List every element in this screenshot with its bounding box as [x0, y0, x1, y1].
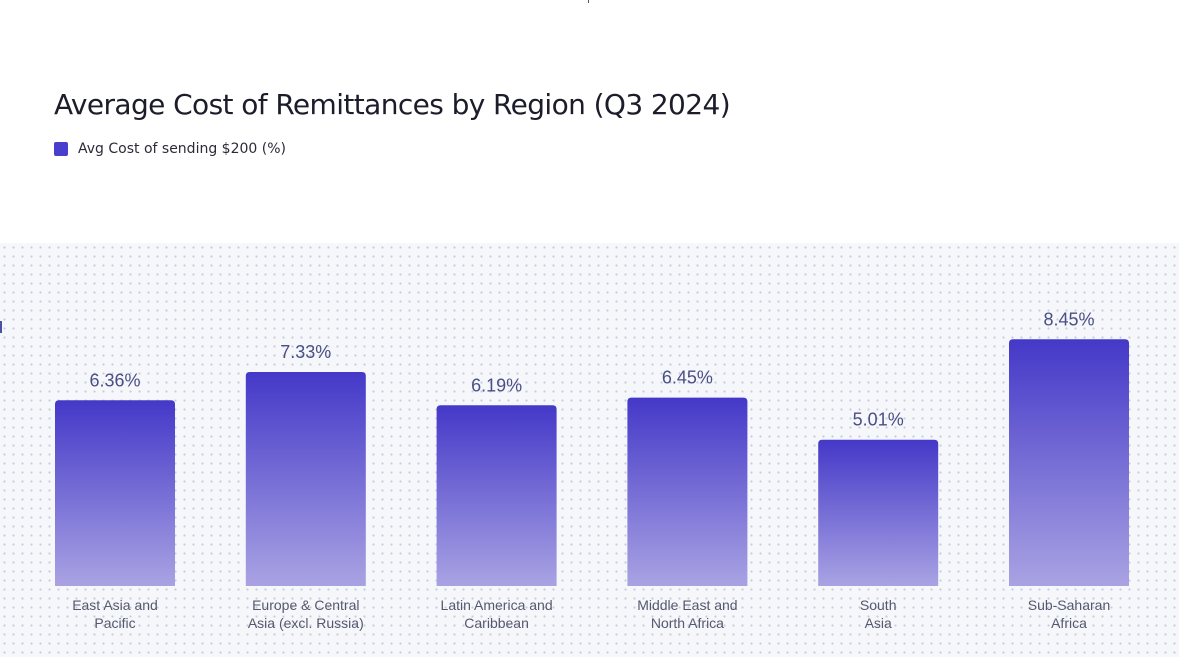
category-label-4-line-1: Asia: [865, 615, 892, 631]
category-label-1-line-0: Europe & Central: [252, 597, 359, 613]
plot-area-background: [0, 243, 1179, 657]
bar-2: [436, 405, 557, 586]
top-edge-mark: [588, 0, 589, 3]
bar-1: [245, 371, 366, 586]
category-label-0-line-1: Pacific: [94, 615, 135, 631]
value-label-3: 6.45%: [662, 368, 713, 388]
category-label-5-line-0: Sub-Saharan: [1028, 597, 1111, 613]
category-label-3-line-0: Middle East and: [637, 597, 737, 613]
value-label-4: 5.01%: [853, 410, 904, 430]
value-label-5: 8.45%: [1043, 309, 1094, 329]
value-label-0: 6.36%: [89, 370, 140, 390]
category-label-0-line-0: East Asia and: [72, 597, 158, 613]
bar-0: [55, 400, 175, 586]
category-label-2-line-0: Latin America and: [441, 597, 553, 613]
category-label-1-line-1: Asia (excl. Russia): [248, 615, 364, 631]
category-label-3-line-1: North Africa: [651, 615, 724, 631]
category-label-2-line-1: Caribbean: [464, 615, 529, 631]
category-label-4-line-0: South: [860, 597, 897, 613]
value-label-2: 6.19%: [471, 375, 522, 395]
chart-title: Average Cost of Remittances by Region (Q…: [54, 88, 731, 121]
bar-4: [818, 439, 939, 586]
category-label-5-line-1: Africa: [1051, 615, 1087, 631]
left-edge-mark: [0, 321, 2, 333]
legend-swatch: [54, 142, 68, 156]
bar-3: [627, 397, 748, 586]
legend-label: Avg Cost of sending $200 (%): [78, 141, 286, 157]
chart-legend: Avg Cost of sending $200 (%): [54, 141, 286, 157]
bar-5: [1009, 339, 1129, 586]
value-label-1: 7.33%: [280, 342, 331, 362]
